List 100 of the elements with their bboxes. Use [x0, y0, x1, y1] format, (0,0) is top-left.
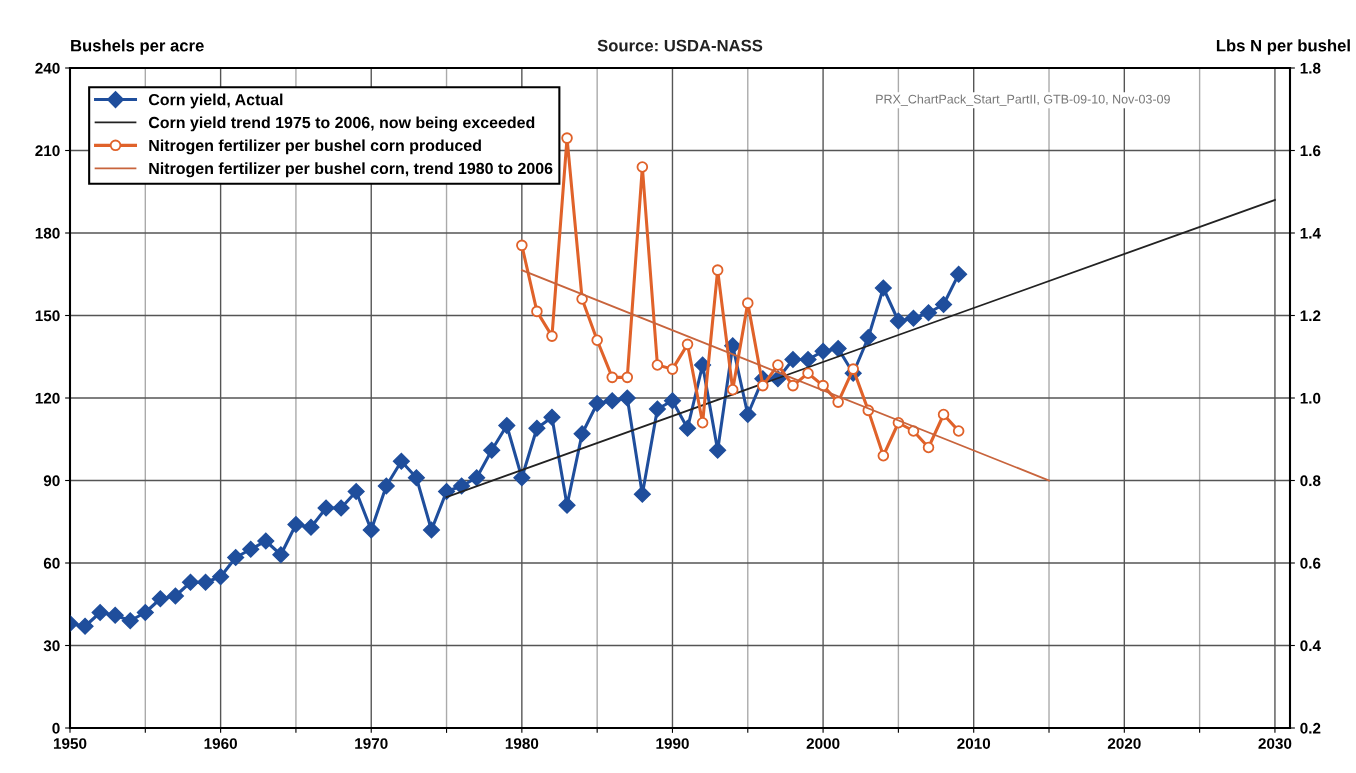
legend-label: Corn yield, Actual — [148, 93, 283, 109]
point — [591, 334, 603, 347]
x-tick-label: 1980 — [505, 738, 539, 749]
point — [874, 279, 892, 297]
point — [91, 603, 109, 622]
point — [877, 449, 890, 462]
point — [347, 482, 365, 501]
y-tick-label: 150 — [35, 310, 60, 322]
point — [742, 297, 754, 309]
y2-tick-label: 0.4 — [1300, 640, 1321, 652]
point — [618, 389, 636, 407]
point — [937, 408, 950, 421]
point — [528, 419, 546, 437]
point — [272, 546, 290, 564]
point — [227, 548, 245, 567]
point — [498, 416, 516, 435]
point — [784, 350, 802, 369]
x-tick-label: 2030 — [1258, 738, 1292, 749]
point — [711, 264, 724, 276]
point — [663, 392, 682, 410]
point — [257, 532, 275, 550]
point — [513, 469, 531, 487]
point — [678, 419, 697, 437]
y-tick-label: 30 — [43, 640, 60, 652]
point — [603, 392, 621, 410]
point — [935, 295, 953, 314]
x-tick-label: 1970 — [355, 738, 388, 749]
point — [651, 359, 664, 371]
point — [573, 425, 591, 443]
point — [636, 161, 649, 173]
y2-axis-title: Lbs N per bushel — [1216, 39, 1350, 55]
y2-tick-label: 0.8 — [1300, 475, 1321, 487]
y-tick-label: 180 — [35, 227, 60, 239]
point — [904, 309, 923, 327]
point — [76, 617, 94, 635]
point — [681, 338, 694, 351]
x-tick-label: 1990 — [656, 738, 689, 749]
point — [558, 496, 576, 514]
point — [952, 425, 965, 437]
y2-tick-label: 0.6 — [1300, 557, 1321, 569]
point — [802, 367, 814, 380]
y-tick-label: 0 — [52, 722, 60, 734]
point — [516, 239, 528, 252]
point — [531, 305, 543, 318]
y-tick-label: 120 — [35, 392, 60, 404]
point — [799, 350, 817, 369]
point — [377, 477, 395, 495]
y-tick-label: 210 — [35, 145, 60, 157]
y-tick-label: 90 — [43, 475, 60, 487]
point — [362, 521, 380, 539]
point — [197, 573, 215, 591]
x-tick-label: 1960 — [204, 738, 237, 749]
point — [922, 441, 935, 454]
point — [829, 339, 847, 358]
point — [606, 371, 618, 384]
annotation: PRX_ChartPack_Start_PartII, GTB-09-10, Nov-03-09 — [876, 94, 1170, 106]
point — [546, 330, 558, 342]
y2-tick-label: 1.6 — [1300, 145, 1321, 157]
point — [136, 603, 154, 622]
point — [151, 590, 169, 608]
x-tick-label: 2020 — [1107, 738, 1141, 749]
point — [407, 469, 425, 487]
point — [453, 477, 471, 495]
point — [787, 379, 799, 392]
point — [242, 540, 260, 558]
point — [392, 452, 410, 470]
point — [666, 363, 679, 375]
point — [302, 518, 320, 536]
y-tick-label: 60 — [43, 557, 60, 569]
y2-tick-label: 0.2 — [1300, 722, 1321, 734]
point — [919, 304, 938, 322]
x-tick-label: 1950 — [53, 738, 87, 749]
point — [181, 573, 200, 591]
point — [757, 379, 769, 392]
point — [859, 328, 877, 347]
point — [121, 612, 139, 630]
point — [212, 568, 230, 586]
legend-label: Nitrogen fertilizer per bushel corn produced — [149, 139, 481, 155]
point — [287, 515, 305, 534]
point — [847, 363, 859, 375]
x-tick-label: 2000 — [806, 738, 840, 749]
legend-label: Corn yield trend 1975 to 2006, now being exceeded — [148, 116, 535, 132]
y2-tick-label: 1.0 — [1300, 392, 1321, 404]
y2-tick-label: 1.4 — [1300, 228, 1321, 239]
x-tick-label: 2010 — [957, 738, 991, 749]
y2-tick-label: 1.8 — [1300, 62, 1321, 74]
point — [317, 499, 335, 517]
point — [166, 587, 184, 605]
point — [543, 408, 561, 426]
point — [468, 469, 486, 487]
point — [621, 371, 634, 384]
point — [739, 405, 757, 424]
y2-tick-label: 1.2 — [1300, 310, 1321, 322]
point — [561, 132, 573, 144]
point — [889, 312, 907, 330]
legend-label: Nitrogen fertilizer per bushel corn, trend 1980 to 2006 — [149, 162, 553, 178]
point — [422, 521, 441, 539]
point — [832, 396, 844, 408]
point — [588, 394, 606, 413]
point — [950, 265, 968, 283]
